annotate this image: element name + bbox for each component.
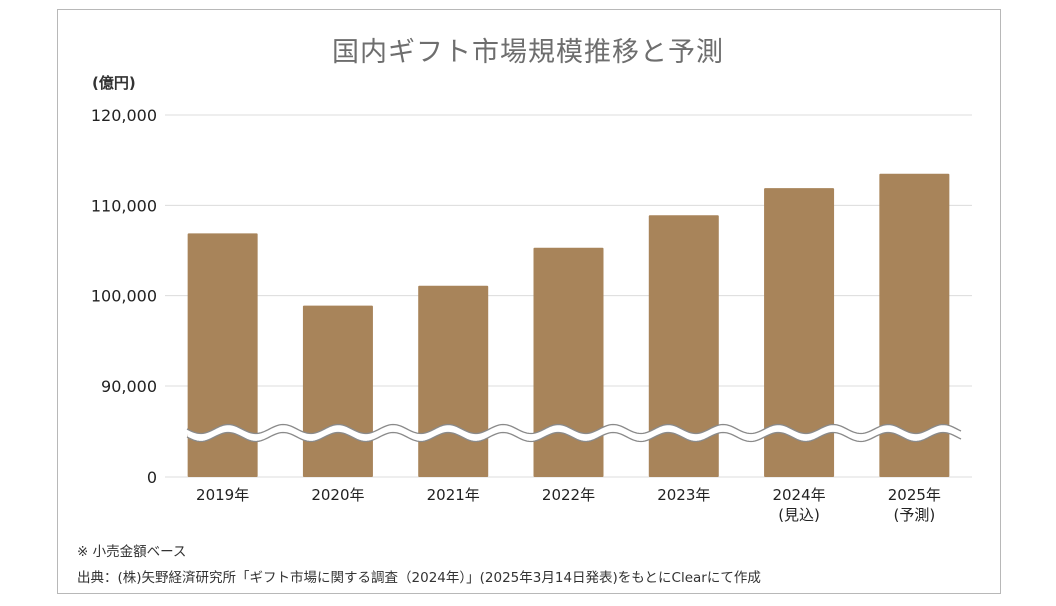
bar (302, 305, 373, 477)
x-tick-label: 2024年 (772, 486, 825, 504)
axis-break-line (186, 423, 962, 435)
x-tick-label: 2020年 (311, 486, 364, 504)
chart-title: 国内ギフト市場規模推移と予測 (332, 37, 724, 68)
x-tick-sublabel: (予測) (893, 506, 935, 524)
axis-break-line (186, 431, 962, 443)
y-tick-label: 0 (147, 468, 157, 487)
basis-note: ※ 小売金額ベース (77, 544, 187, 560)
bar (764, 188, 835, 478)
source-note: 出典：(株)矢野経済研究所「ギフト市場に関する調査（2024年）」(2025年3… (77, 570, 761, 586)
bar (418, 285, 489, 477)
bar (187, 233, 258, 477)
x-tick-label: 2019年 (196, 486, 249, 504)
x-tick-label: 2022年 (542, 486, 595, 504)
y-tick-label: 110,000 (91, 196, 157, 215)
bar (533, 247, 604, 477)
x-tick-label: 2025年 (888, 486, 941, 504)
y-tick-label: 100,000 (91, 287, 157, 306)
bar (879, 173, 950, 477)
x-tick-label: 2021年 (427, 486, 480, 504)
y-tick-label: 120,000 (91, 106, 157, 125)
x-tick-label: 2023年 (657, 486, 710, 504)
y-tick-label: 90,000 (101, 377, 157, 396)
x-tick-sublabel: (見込) (778, 506, 820, 524)
y-axis-unit-label: (億円) (92, 74, 136, 92)
bar (648, 215, 719, 477)
